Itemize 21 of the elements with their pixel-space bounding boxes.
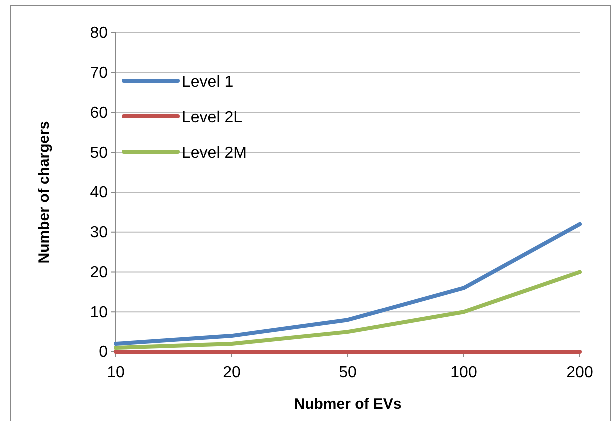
- y-tick-label: 80: [90, 25, 108, 42]
- y-tick-label: 50: [90, 144, 108, 162]
- line-series: [114, 222, 582, 346]
- y-tick-label: 40: [90, 184, 108, 202]
- y-tick-label: 10: [90, 304, 108, 322]
- x-tick-label: 200: [566, 364, 594, 382]
- legend-label: Level 1: [182, 74, 234, 91]
- y-tick-label: 0: [99, 344, 108, 362]
- y-tick-label: 60: [90, 104, 108, 122]
- x-tick-label: 20: [223, 364, 241, 382]
- x-tick-label: 10: [107, 364, 125, 382]
- y-tick-label: 30: [90, 224, 108, 242]
- y-tick-label: 70: [90, 64, 108, 82]
- legend-label: Level 2L: [182, 110, 243, 126]
- x-tick-label: 100: [450, 364, 478, 382]
- x-axis-title: Nubmer of EVs: [294, 396, 402, 413]
- y-axis-title: Number of chargers: [36, 121, 53, 264]
- y-tick-label: 20: [90, 264, 108, 282]
- x-tick-label: 50: [339, 364, 357, 382]
- line-series: [114, 270, 582, 350]
- legend-label: Level 2M: [182, 145, 247, 162]
